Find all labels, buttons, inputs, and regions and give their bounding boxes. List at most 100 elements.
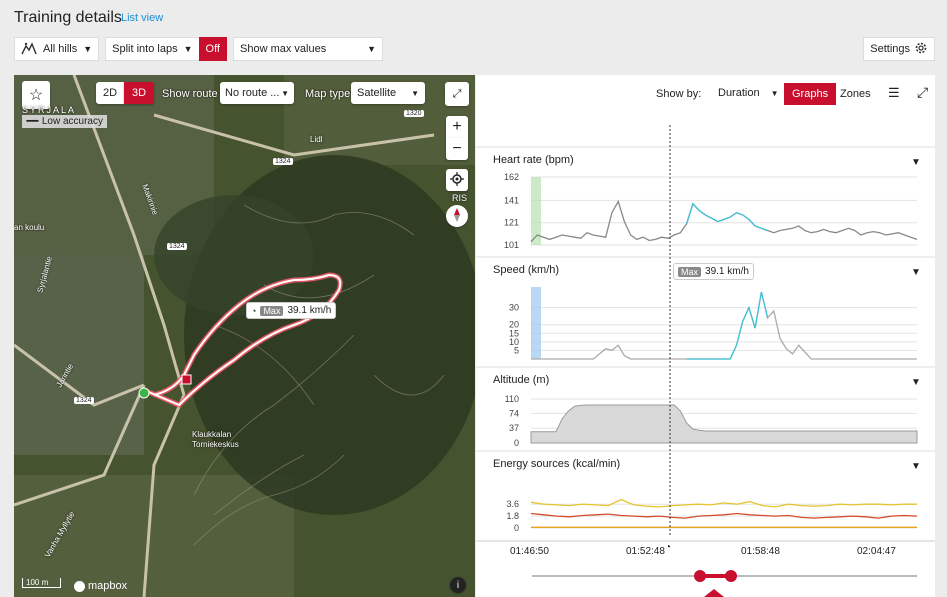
crosshair-icon: [450, 171, 464, 189]
map-type-dropdown[interactable]: Satellite ▼: [351, 82, 425, 104]
accuracy-badge: ▪▪▪▪▪▪▪▪ Low accuracy: [22, 115, 107, 128]
y-tick-label: 37: [509, 423, 519, 433]
road-label: 1324: [167, 243, 187, 250]
compass-button[interactable]: [446, 205, 468, 227]
show-by-label: Show by:: [656, 88, 702, 100]
max-value: 39.1 km/h: [287, 305, 332, 316]
compass-icon: [452, 207, 462, 225]
place-label: SYRJALA: [22, 105, 77, 115]
chevron-down-icon: ▼: [281, 88, 289, 98]
time-label: 01:58:48: [741, 546, 780, 557]
chevron-down-icon: ▼: [183, 44, 193, 54]
chevron-down-icon: ▼: [83, 44, 93, 54]
tab-zones[interactable]: Zones: [840, 88, 871, 100]
y-tick-label: 20: [509, 320, 519, 330]
settings-label: Settings: [870, 43, 910, 55]
time-label: 01:52:48: [626, 546, 665, 557]
chevron-down-icon: ▼: [770, 89, 779, 98]
laps-dropdown[interactable]: Split into laps ▼: [105, 37, 199, 61]
tab-graphs[interactable]: Graphs: [784, 83, 837, 105]
toolbar: All hills ▼ Split into laps ▼ Off Show m…: [14, 37, 383, 61]
map-max-speed-marker: ◔ Max 39.1 km/h: [246, 302, 337, 319]
laps-toggle[interactable]: Off: [198, 37, 227, 61]
collapse-icon: ▼: [911, 267, 921, 278]
chart-title: Energy sources (kcal/min): [493, 458, 620, 470]
duration-dropdown[interactable]: Duration ▼: [712, 83, 785, 103]
mode-3d-button[interactable]: 3D: [124, 82, 154, 104]
mode-2d-button[interactable]: 2D: [96, 82, 124, 104]
info-button[interactable]: i: [450, 577, 466, 593]
scale-bar: 100 m: [22, 578, 62, 588]
y-tick-label: 121: [504, 218, 519, 228]
mapbox-logo: mapbox: [74, 580, 127, 592]
range-bar[interactable]: [700, 574, 732, 578]
place-label: RIS: [452, 193, 468, 203]
zoom-out-button[interactable]: −: [446, 138, 468, 160]
route-value: No route ...: [225, 87, 280, 99]
settings-button[interactable]: Settings: [863, 37, 935, 61]
zone-bar: [531, 287, 541, 359]
max-badge: Max: [260, 305, 284, 316]
hills-dropdown[interactable]: All hills ▼: [14, 37, 100, 61]
chevron-down-icon: ▼: [411, 88, 419, 98]
chart-2: Altitude (m) ▼ 110 74 37 0: [476, 366, 935, 448]
place-label: an koulu: [14, 223, 45, 232]
mapbox-icon: [74, 580, 85, 592]
laps-label: Split into laps: [112, 43, 178, 55]
series-line: [530, 199, 918, 243]
expand-map-button[interactable]: ⤢: [445, 82, 469, 106]
y-tick-label: 110: [505, 394, 519, 404]
zoom-in-button[interactable]: +: [446, 116, 468, 138]
list-view-link[interactable]: List view: [121, 12, 164, 24]
show-route-label: Show route: [162, 88, 218, 100]
chart-title: Speed (km/h): [493, 264, 559, 276]
series-line: [531, 291, 917, 360]
zone-bar: [531, 177, 541, 245]
playhead-marker[interactable]: [704, 589, 724, 597]
graphs-panel: Show by: Duration ▼ Graphs Zones ☰ ⤢ Hea…: [476, 75, 935, 597]
route-dropdown[interactable]: No route ... ▼: [220, 82, 294, 104]
accuracy-label: Low accuracy: [41, 116, 103, 127]
y-tick-label: 10: [509, 337, 519, 347]
satellite-terrain: [14, 75, 475, 597]
max-value: 39.1 km/h: [705, 266, 749, 277]
chart-max-speed-tooltip: Max 39.1 km/h: [673, 263, 754, 280]
series-area: [530, 404, 918, 444]
map-view[interactable]: ☆ 2D 3D Show route No route ... ▼ Map ty…: [14, 75, 475, 597]
mapbox-label: mapbox: [88, 580, 128, 592]
collapse-icon: ▼: [911, 157, 921, 168]
favorite-button[interactable]: ☆: [22, 81, 50, 109]
y-tick-label: 5: [514, 345, 519, 355]
chart-title: Heart rate (bpm): [493, 154, 574, 166]
y-tick-label: 3.6: [506, 499, 519, 509]
y-tick-label: 0: [514, 523, 519, 533]
gear-icon: [914, 41, 928, 58]
cursor-icon: ◔: [665, 542, 672, 553]
filters-icon[interactable]: ☰: [888, 85, 900, 100]
place-label: Lidl: [310, 135, 323, 144]
y-tick-label: 1.8: [506, 511, 519, 521]
series-highlight: [685, 202, 768, 232]
time-label: 01:46:50: [510, 546, 549, 557]
max-values-label: Show max values: [240, 43, 327, 55]
map-type-value: Satellite: [357, 87, 397, 99]
hills-label: All hills: [43, 43, 78, 55]
road-label: 1320: [404, 110, 424, 117]
chart-0: Heart rate (bpm) ▼ 162 141 121 101: [476, 146, 935, 250]
info-icon: i: [456, 579, 460, 591]
expand-icon[interactable]: ⤢: [917, 84, 929, 100]
mountain-icon: [21, 41, 37, 58]
road-label: 1324: [74, 397, 94, 404]
chevron-down-icon: ▼: [367, 44, 376, 54]
series-line: [530, 512, 918, 519]
range-start-handle[interactable]: [694, 570, 706, 582]
range-end-handle[interactable]: [725, 570, 737, 582]
series-line: [530, 498, 917, 508]
collapse-icon: ▼: [911, 461, 921, 472]
duration-label: Duration: [718, 87, 760, 99]
locate-button[interactable]: [446, 169, 468, 191]
time-label: 02:04:47: [857, 546, 896, 557]
scale-label: 100 m: [26, 578, 49, 587]
max-values-dropdown[interactable]: Show max values ▼: [233, 37, 383, 61]
